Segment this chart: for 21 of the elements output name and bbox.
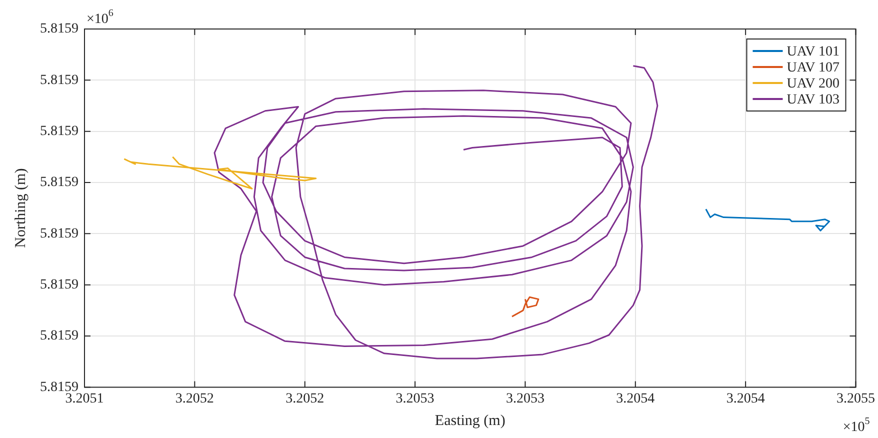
y-axis-title: Northing (m) [12, 168, 29, 248]
x-tick-label: 3.2054 [616, 391, 655, 406]
x-tick-label: 3.2052 [175, 391, 214, 406]
y-tick-label: 5.8159 [40, 124, 78, 140]
y-tick-label: 5.8159 [40, 22, 78, 37]
legend-label: UAV 107 [786, 60, 840, 76]
legend-label: UAV 103 [786, 92, 840, 108]
legend-label: UAV 200 [786, 76, 840, 92]
x-tick-label: 3.2051 [65, 391, 104, 406]
legend-label: UAV 101 [786, 44, 840, 60]
x-tick-label: 3.2053 [396, 391, 434, 406]
x-tick-label: 3.2052 [286, 391, 324, 406]
x-tick-label: 3.2055 [836, 391, 875, 406]
y-tick-label: 5.8159 [40, 72, 78, 88]
y-tick-label: 5.8159 [40, 226, 78, 242]
y-tick-label: 5.8159 [40, 328, 78, 344]
y-tick-label: 5.8159 [40, 278, 78, 293]
y-tick-label: 5.8159 [40, 175, 78, 190]
x-tick-label: 3.2054 [726, 391, 765, 406]
x-tick-label: 3.2053 [506, 391, 544, 406]
x-axis-title: Easting (m) [434, 412, 506, 429]
